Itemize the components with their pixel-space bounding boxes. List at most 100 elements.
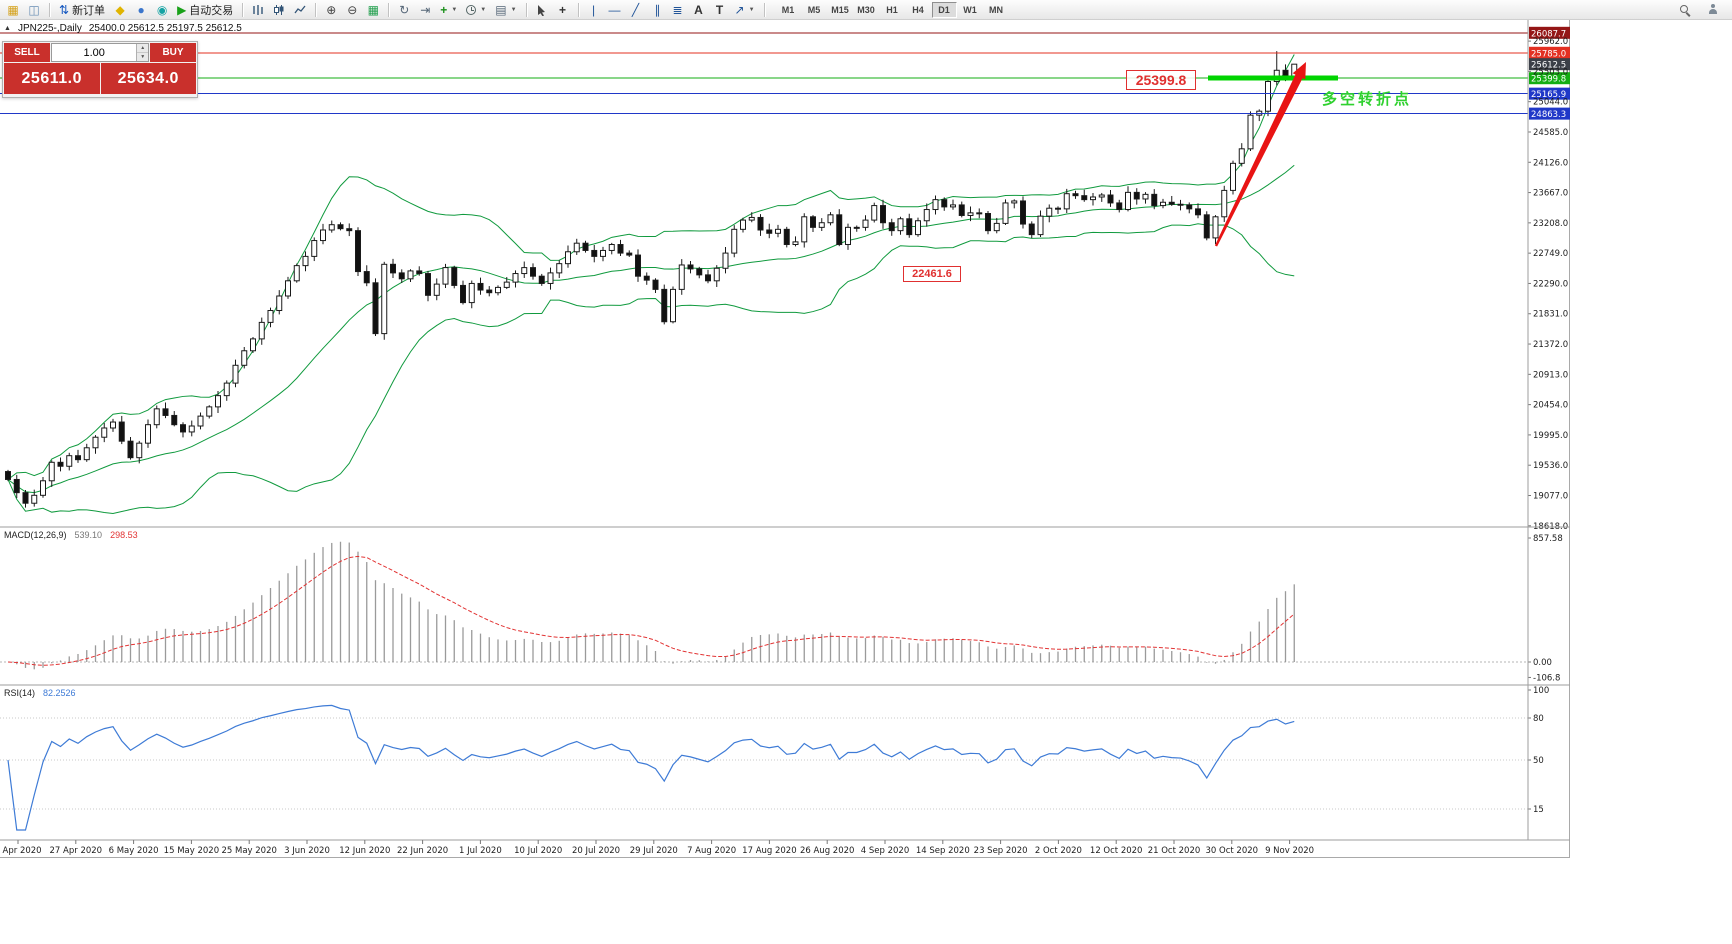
price-tick-label: 22749.0 <box>1533 249 1568 259</box>
crosshair-button[interactable]: + <box>553 1 573 19</box>
chart-shift-icon: ⇥ <box>420 2 431 17</box>
price-label-box: 25399.8 <box>1529 72 1570 85</box>
crosshair-icon: + <box>559 2 567 17</box>
zoom-out-button[interactable]: ⊖ <box>342 1 362 19</box>
search-button[interactable] <box>1675 1 1695 19</box>
buy-price[interactable]: 25634.0 <box>100 63 196 94</box>
timeframe-h1-button[interactable]: H1 <box>880 2 905 18</box>
date-tick-label: 23 Sep 2020 <box>974 846 1028 856</box>
label-tool-button[interactable]: T <box>710 1 730 19</box>
channel-button[interactable]: ∥ <box>647 1 667 19</box>
date-tick-label: 4 Sep 2020 <box>861 846 909 856</box>
toolbar-separator <box>242 2 244 17</box>
options-icon: ● <box>137 2 145 17</box>
strategy-tester-button[interactable]: ▦ <box>363 1 383 19</box>
timeframe-h4-button[interactable]: H4 <box>906 2 931 18</box>
trend-arrow[interactable] <box>1214 62 1306 247</box>
bollinger-layer <box>7 54 1295 514</box>
chevron-down-icon: ▼ <box>748 6 755 13</box>
indicators-button[interactable]: + ▼ <box>436 1 461 19</box>
horizontal-line-button[interactable]: — <box>605 1 625 19</box>
sell-price[interactable]: 25611.0 <box>4 63 100 94</box>
rsi-scale-label: 50 <box>1533 756 1544 766</box>
svg-text:25785.0: 25785.0 <box>1531 49 1566 59</box>
price-tick-label: 21372.0 <box>1533 340 1568 350</box>
community-person-icon <box>1708 4 1719 15</box>
arrows-tool-button[interactable]: ↗ ▼ <box>731 1 759 19</box>
text-tool-button[interactable]: A <box>689 1 709 19</box>
timeframe-m5-button[interactable]: M5 <box>802 2 827 18</box>
date-tick-label: 12 Jun 2020 <box>339 846 390 856</box>
date-tick-label: 17 Aug 2020 <box>742 846 796 856</box>
profiles-button[interactable]: ◫ <box>24 1 44 19</box>
vertical-line-button[interactable]: | <box>584 1 604 19</box>
trendline-icon: ╱ <box>631 2 640 17</box>
candles-icon <box>274 4 284 15</box>
toolbar-separator <box>315 2 317 17</box>
price-label-box: 26087.7 <box>1529 26 1570 39</box>
cursor-button[interactable] <box>532 1 552 19</box>
trendline-button[interactable]: ╱ <box>626 1 646 19</box>
new-chart-button[interactable]: ▦ <box>3 1 23 19</box>
one-click-trading-panel: SELL ▲ ▼ BUY 25611.0 25634.0 <box>2 41 198 98</box>
price-note-tag[interactable]: 22461.6 <box>903 266 961 282</box>
lot-increase-button[interactable]: ▲ <box>137 44 148 53</box>
ohlc-values: 25400.0 25612.5 25197.5 25612.5 <box>88 23 242 34</box>
timeframe-m15-button[interactable]: M15 <box>828 2 853 18</box>
autotrading-icon: ▶ <box>177 2 187 17</box>
price-tick-label: 20454.0 <box>1533 401 1568 411</box>
templates-button[interactable]: ▤ ▼ <box>491 1 520 19</box>
rsi-scale-label: 100 <box>1533 686 1549 696</box>
horizontal-line-icon: — <box>608 2 621 17</box>
line-chart-button[interactable] <box>290 1 310 19</box>
options-button[interactable]: ● <box>131 1 151 19</box>
community-button[interactable] <box>1703 1 1723 19</box>
collapse-panel-icon[interactable]: ▲ <box>4 25 11 32</box>
timeframe-m30-button[interactable]: M30 <box>854 2 879 18</box>
date-tick-label: 21 Oct 2020 <box>1148 846 1201 856</box>
chart-canvas[interactable]: 26087.7 25785.0 25612.5 25399.8 25165.9 24863… <box>0 20 1570 858</box>
level-price-tag[interactable]: 25399.8 <box>1126 70 1196 90</box>
metaeditor-button[interactable]: ◆ <box>110 1 130 19</box>
fibonacci-icon: ≣ <box>672 2 683 17</box>
lot-size-field: ▲ ▼ <box>51 43 149 62</box>
rsi-scale-label: 80 <box>1533 714 1544 724</box>
date-tick-label: 6 May 2020 <box>109 846 159 856</box>
bar-chart-button[interactable] <box>248 1 268 19</box>
price-tick-label: 20913.0 <box>1533 370 1568 380</box>
macd-scale-label: 857.58 <box>1533 534 1563 544</box>
zoom-in-icon: ⊕ <box>326 2 337 17</box>
toolbar-separator <box>577 2 579 17</box>
candlestick-chart-button[interactable] <box>269 1 289 19</box>
periods-button[interactable]: ▼ <box>462 1 490 19</box>
fibonacci-button[interactable]: ≣ <box>668 1 688 19</box>
symbol-period-label: JPN225-,Daily <box>17 23 82 34</box>
timeframe-toolbar: M1 M5 M15 M30 H1 H4 D1 W1 MN <box>776 1 1009 18</box>
auto-scroll-button[interactable]: ↻ <box>394 1 414 19</box>
profiles-icon: ◫ <box>28 2 40 17</box>
price-label-box: 25165.9 <box>1529 87 1570 100</box>
zoom-in-button[interactable]: ⊕ <box>321 1 341 19</box>
toolbar-separator <box>388 2 390 17</box>
price-tick-label: 25962.0 <box>1533 37 1568 47</box>
cn-annotation-text[interactable]: 多空转折点 <box>1322 91 1413 108</box>
autotrading-button[interactable]: ▶ 自动交易 <box>173 1 237 19</box>
date-tick-label: 3 Jun 2020 <box>284 846 330 856</box>
label-icon: T <box>715 2 724 17</box>
sell-button[interactable]: SELL <box>4 43 50 62</box>
market-button[interactable]: ◉ <box>152 1 172 19</box>
lot-decrease-button[interactable]: ▼ <box>137 53 148 61</box>
new-order-button[interactable]: ⇅ 新订单 <box>55 1 109 19</box>
timeframe-w1-button[interactable]: W1 <box>958 2 983 18</box>
axis-layer: 26087.7 25785.0 25612.5 25399.8 25165.9 24863… <box>0 20 1570 856</box>
toolbar-separator <box>763 2 765 17</box>
lot-size-input[interactable] <box>52 44 137 61</box>
bars-icon <box>253 4 263 15</box>
timeframe-mn-button[interactable]: MN <box>984 2 1009 18</box>
price-label-box: 24863.3 <box>1529 107 1570 120</box>
price-tick-label: 19536.0 <box>1533 461 1568 471</box>
buy-button[interactable]: BUY <box>150 43 196 62</box>
chart-shift-button[interactable]: ⇥ <box>415 1 435 19</box>
timeframe-m1-button[interactable]: M1 <box>776 2 801 18</box>
timeframe-d1-button[interactable]: D1 <box>931 1 957 18</box>
